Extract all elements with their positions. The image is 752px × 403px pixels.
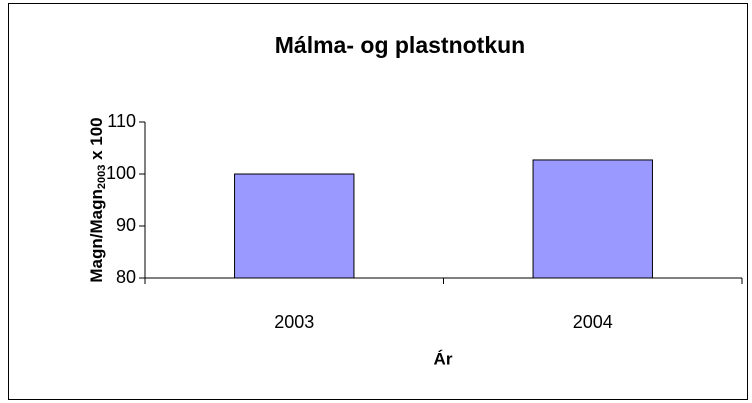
x-axis-label: Ár [434, 349, 453, 368]
y-tick-label: 110 [107, 111, 136, 131]
chart-title: Málma- og plastnotkun [275, 32, 525, 58]
x-tick-label: 2004 [573, 312, 613, 332]
bar [234, 173, 355, 279]
y-axis-label: Magn/Magn2003 x 100 [87, 117, 107, 282]
y-axis-label-text: Magn/Magn [87, 189, 106, 283]
y-tick-label: 80 [116, 267, 136, 287]
y-axis-label-rest: x 100 [87, 117, 106, 164]
bar [532, 159, 653, 279]
y-tick-label: 100 [106, 163, 136, 183]
y-axis-label-sub: 2003 [96, 165, 108, 189]
x-tick-label: 2003 [274, 312, 314, 332]
y-tick-label: 90 [116, 215, 136, 235]
